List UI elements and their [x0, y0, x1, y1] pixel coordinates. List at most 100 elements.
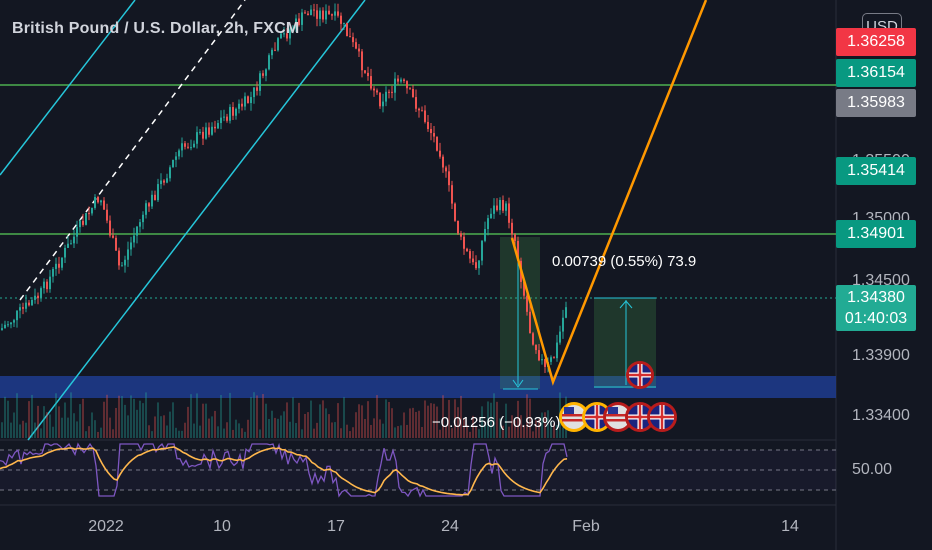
volume-bar — [232, 429, 234, 438]
candle-body — [367, 72, 369, 77]
time-axis-label: Feb — [572, 518, 600, 535]
candle-body — [25, 302, 27, 309]
volume-bar — [475, 426, 477, 438]
volume-bar — [256, 395, 258, 438]
candle-body — [337, 11, 339, 16]
volume-bar — [505, 403, 507, 438]
candle-body — [28, 302, 30, 306]
volume-bar — [517, 400, 519, 438]
candle-body — [379, 92, 381, 107]
channel-mid-line[interactable] — [19, 0, 246, 301]
volume-bar — [151, 431, 153, 438]
candle-body — [334, 11, 336, 16]
volume-bar — [172, 402, 174, 438]
candle-body — [316, 10, 318, 19]
candle-body — [442, 156, 444, 168]
time-axis-label: 14 — [781, 518, 799, 535]
volume-bar — [487, 401, 489, 438]
candle-body — [496, 205, 498, 211]
volume-bar — [535, 420, 537, 438]
price-tag-resistance-2[interactable]: 1.34901 — [836, 220, 916, 248]
volume-bar — [394, 427, 396, 438]
channel-lower-line[interactable] — [27, 0, 366, 441]
support-zone[interactable] — [0, 376, 836, 398]
volume-bar — [526, 394, 528, 438]
candle-body — [100, 200, 102, 203]
candle-body — [16, 310, 18, 321]
candle-body — [292, 28, 294, 30]
volume-bar — [193, 423, 195, 438]
volume-bar — [448, 399, 450, 438]
candle-body — [61, 257, 63, 268]
volume-bar — [208, 418, 210, 438]
price-tag-high[interactable]: 1.36258 — [836, 28, 916, 56]
volume-bar — [235, 419, 237, 438]
volume-bar — [49, 414, 51, 438]
volume-bar — [190, 394, 192, 438]
volume-bar — [481, 406, 483, 438]
volume-bar — [139, 400, 141, 438]
volume-bar — [325, 408, 327, 438]
candle-body — [40, 288, 42, 299]
candle-body — [220, 117, 222, 124]
volume-bar — [337, 403, 339, 438]
volume-bar — [268, 418, 270, 438]
price-tag-resistance-1[interactable]: 1.36154 — [836, 59, 916, 87]
volume-bar — [289, 421, 291, 438]
us-flag-icon[interactable] — [559, 402, 589, 432]
candle-body — [352, 37, 354, 43]
volume-bar — [310, 400, 312, 438]
uk-flag-icon[interactable] — [626, 361, 654, 389]
volume-bar — [397, 426, 399, 438]
candle-body — [175, 156, 177, 160]
candle-body — [304, 12, 306, 14]
candle-body — [481, 240, 483, 261]
candle-body — [487, 218, 489, 230]
candle-body — [307, 13, 309, 16]
volume-bar — [547, 410, 549, 438]
candle-body — [523, 281, 525, 296]
price-tag-current[interactable]: 1.34380 01:40:03 — [836, 285, 916, 331]
volume-bar — [136, 409, 138, 438]
price-tag-previous-close[interactable]: 1.35983 — [836, 89, 916, 117]
candle-body — [196, 132, 198, 144]
volume-bar — [400, 425, 402, 438]
uk-flag-icon[interactable] — [582, 402, 612, 432]
channel-upper-line[interactable] — [0, 0, 136, 176]
volume-bar — [19, 424, 21, 438]
candle-body — [319, 10, 321, 19]
volume-bar — [301, 429, 303, 438]
volume-bar — [25, 422, 27, 438]
volume-bar — [241, 428, 243, 438]
candle-body — [421, 110, 423, 112]
price-tag-level[interactable]: 1.35414 — [836, 157, 916, 185]
volume-bar — [85, 431, 87, 438]
volume-bar — [511, 415, 513, 438]
candle-body — [211, 126, 213, 135]
volume-bar — [67, 417, 69, 438]
candle-body — [562, 317, 564, 332]
us-flag-icon[interactable] — [603, 402, 633, 432]
volume-series — [1, 392, 567, 438]
volume-bar — [247, 419, 249, 438]
candle-body — [166, 178, 168, 183]
candle-body — [184, 143, 186, 147]
candle-body — [88, 213, 90, 215]
candle-body — [394, 78, 396, 93]
candle-body — [151, 194, 153, 207]
uk-flag-icon[interactable] — [647, 402, 677, 432]
candle-body — [205, 127, 207, 139]
candle-body — [529, 311, 531, 334]
volume-bar — [220, 395, 222, 438]
candle-body — [133, 235, 135, 243]
candle-body — [340, 15, 342, 24]
volume-bar — [304, 413, 306, 438]
candle-body — [274, 49, 276, 51]
candle-body — [94, 197, 96, 208]
volume-bar — [175, 427, 177, 438]
projection-path[interactable] — [510, 0, 708, 386]
volume-bar — [508, 426, 510, 438]
price-axis-label: 1.33400 — [852, 407, 910, 424]
candle-body — [217, 123, 219, 129]
